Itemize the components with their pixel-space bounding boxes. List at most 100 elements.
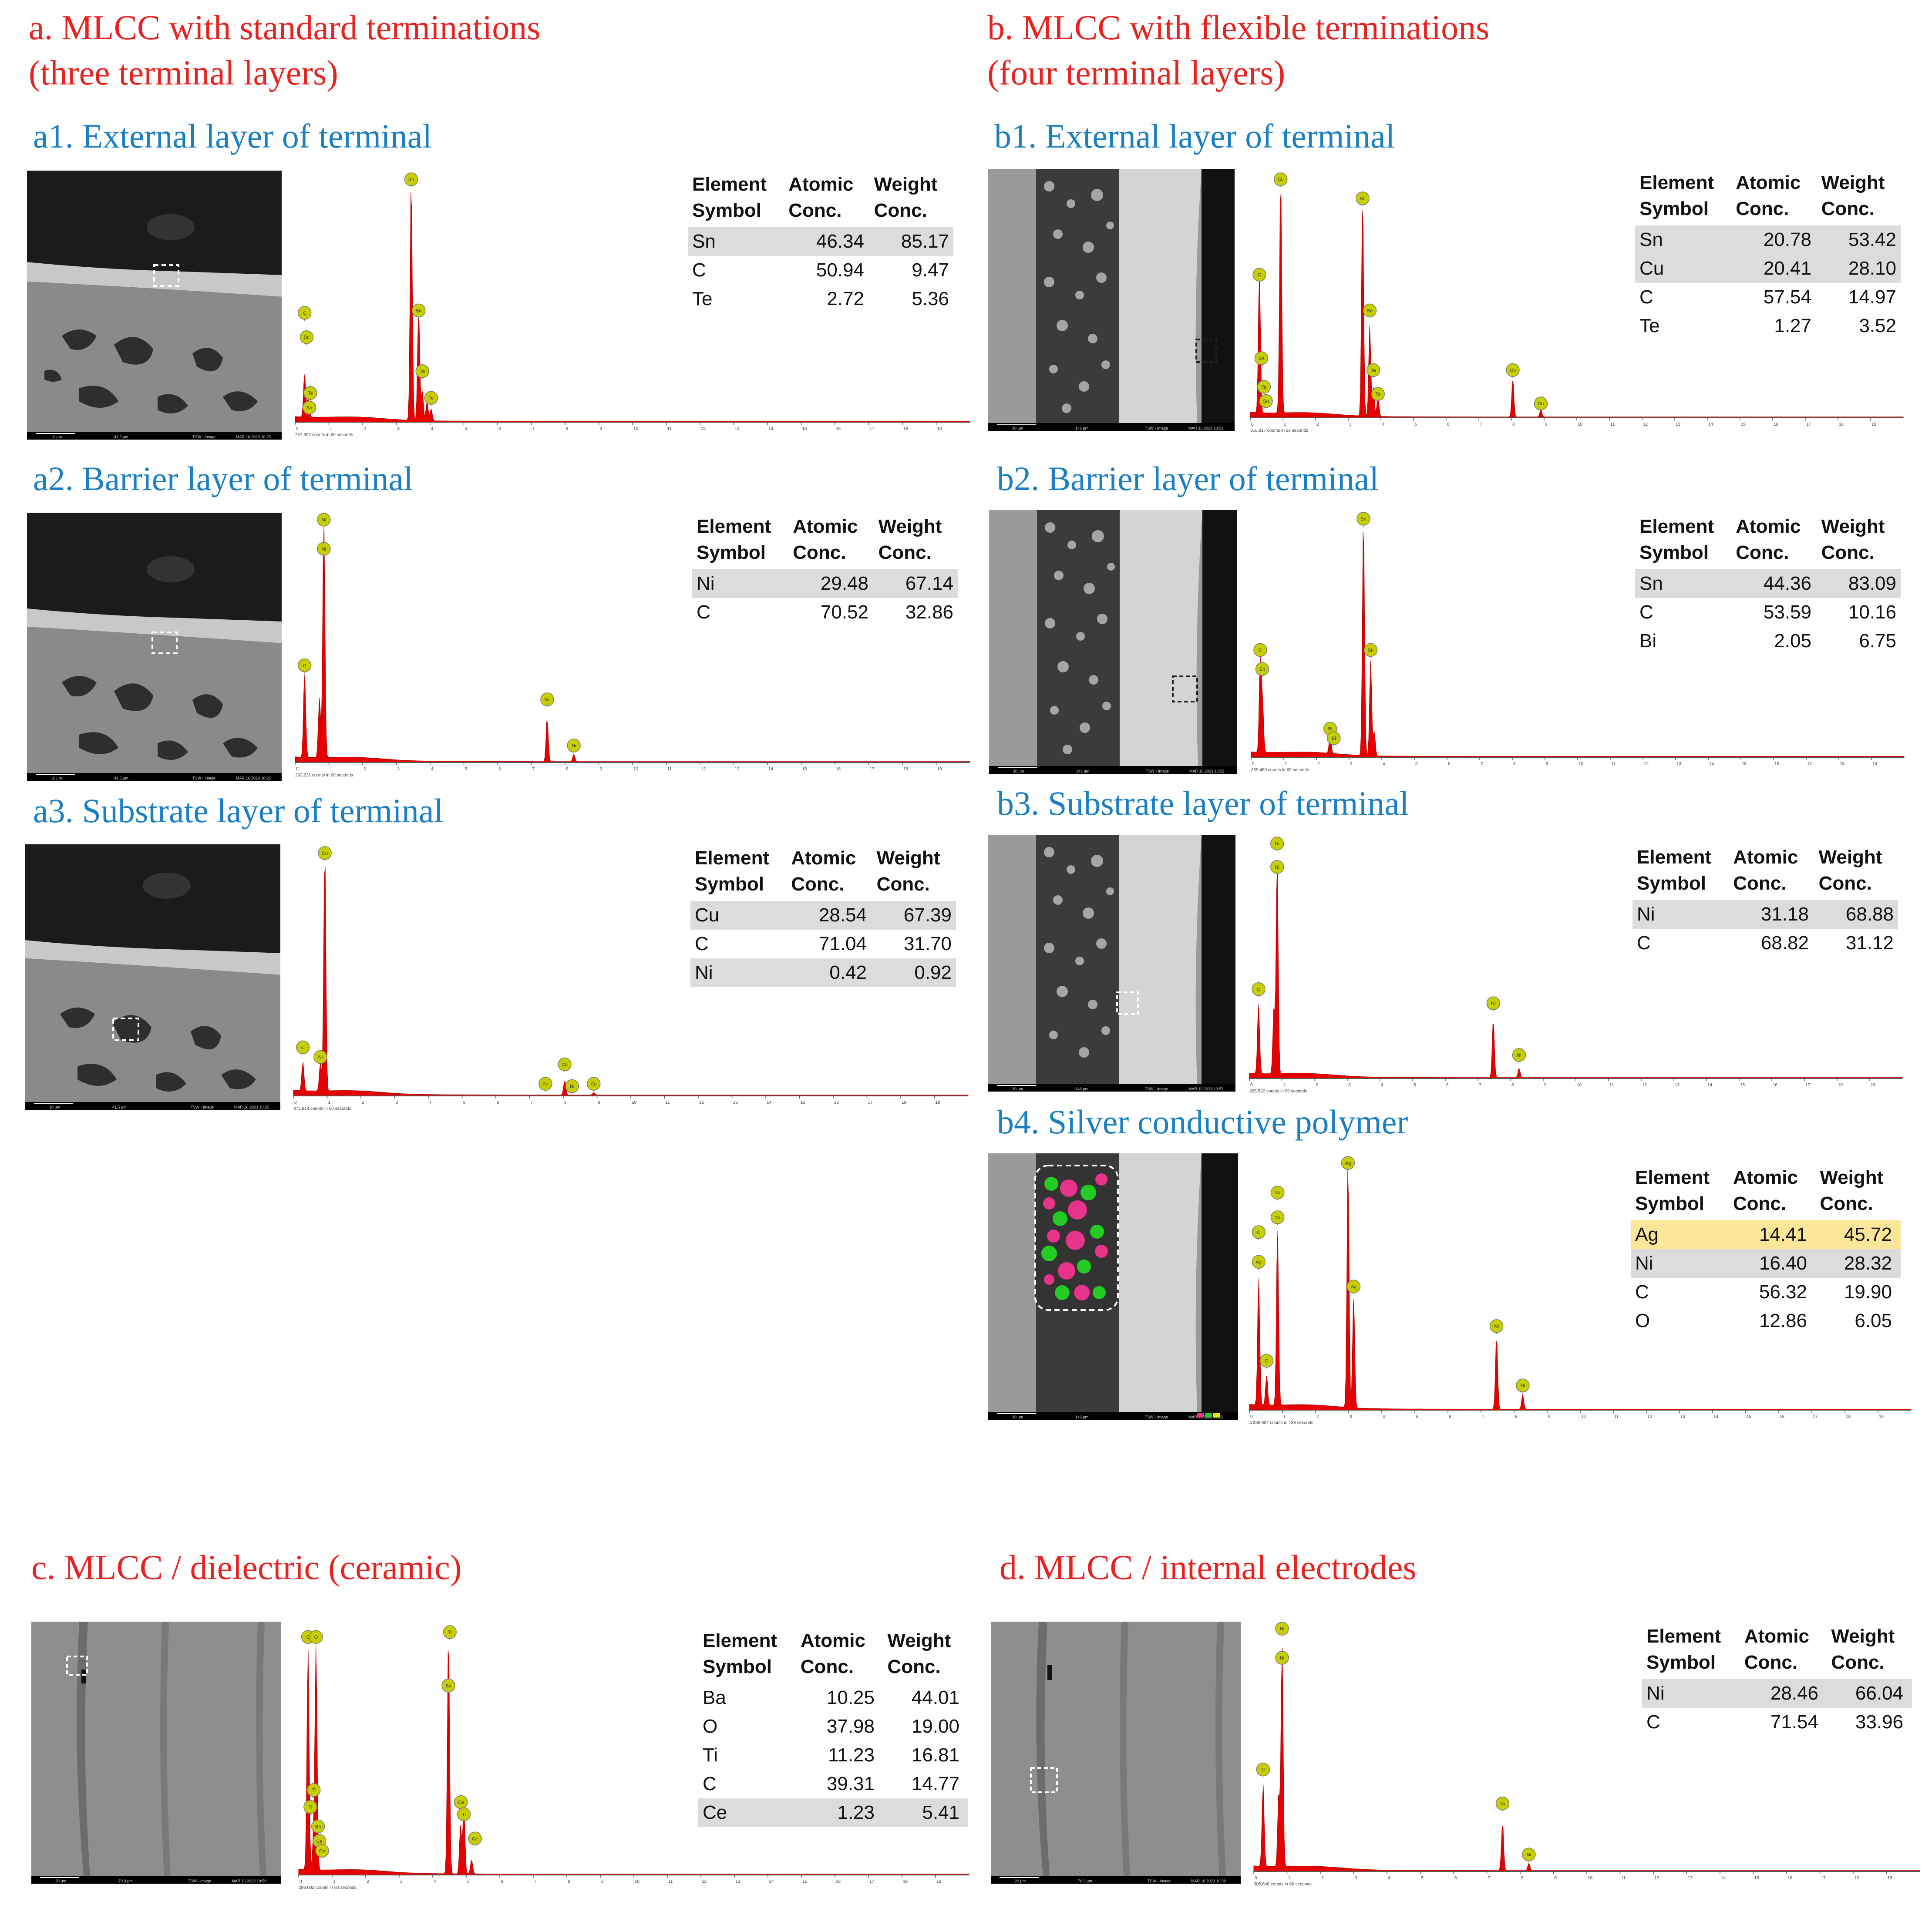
atomic-conc: 37.98 bbox=[826, 1716, 875, 1737]
x-tick-label: 0 bbox=[1250, 1083, 1253, 1088]
x-tick-label: 19 bbox=[1879, 1414, 1884, 1419]
x-tick-label: 12 bbox=[1643, 422, 1648, 427]
weight-conc: 83.09 bbox=[1848, 573, 1896, 594]
weight-conc: 44.01 bbox=[911, 1687, 959, 1708]
peak-marker bbox=[1252, 1255, 1266, 1269]
table-row: Te 1.27 3.52 bbox=[1635, 312, 1901, 340]
spectrum-area bbox=[1251, 531, 1905, 758]
table-row: C 70.52 32.86 bbox=[692, 598, 958, 627]
peak-marker bbox=[1252, 982, 1266, 996]
table-row: C 71.54 33.96 bbox=[1642, 1708, 1912, 1737]
x-tick-label: 2 bbox=[1321, 1876, 1324, 1881]
x-tick-label: 4 bbox=[431, 427, 434, 431]
x-tick-label: 6 bbox=[1454, 1876, 1457, 1881]
peak-marker bbox=[1257, 380, 1271, 394]
counts-label: 257,997 counts in 60 seconds bbox=[295, 433, 353, 437]
peak-marker bbox=[1346, 1280, 1361, 1294]
weight-conc: 45.72 bbox=[1844, 1224, 1892, 1245]
hfw-d: 70.3 µm bbox=[1078, 1879, 1092, 1883]
x-tick-label: 5 bbox=[467, 1879, 470, 1884]
table-row: Cu 20.41 28.10 bbox=[1635, 254, 1901, 283]
peak-marker-label: Sn bbox=[1368, 648, 1373, 653]
x-tick-label: 15 bbox=[1742, 762, 1747, 766]
x-tick-label: 0 bbox=[296, 427, 299, 431]
x-tick-label: 4 bbox=[434, 1879, 436, 1884]
table-header-col1: Element Symbol bbox=[1646, 1626, 1721, 1673]
date-d: MAR 16 2023 10:59 bbox=[1191, 1879, 1226, 1883]
peak-marker-label: O bbox=[1265, 1358, 1269, 1364]
table-header-col1: Element Symbol bbox=[692, 174, 767, 221]
peak-marker bbox=[1252, 1225, 1266, 1239]
weight-conc: 19.90 bbox=[1844, 1281, 1892, 1303]
heading-a: a. MLCC with standard terminations (thre… bbox=[29, 9, 541, 92]
weight-conc: 28.32 bbox=[1844, 1253, 1892, 1274]
atomic-conc: 20.41 bbox=[1763, 258, 1811, 279]
element-symbol: C bbox=[1646, 1711, 1660, 1733]
element-symbol: O bbox=[703, 1716, 718, 1737]
peak-marker bbox=[1255, 662, 1269, 676]
panel-title-b4: b4. Silver conductive polymer bbox=[997, 1103, 1408, 1141]
x-tick-label: 15 bbox=[1754, 1876, 1760, 1881]
peak-marker-label: Ni bbox=[543, 1082, 548, 1087]
peak-marker bbox=[1495, 1797, 1510, 1811]
weight-conc: 3.52 bbox=[1859, 315, 1896, 336]
peak-marker bbox=[1275, 1622, 1289, 1636]
x-tick-label: 3 bbox=[1348, 1083, 1351, 1088]
table-row: C 53.59 10.16 bbox=[1635, 598, 1901, 627]
x-tick-label: 18 bbox=[1846, 1414, 1851, 1419]
panel-title-b1: b1. External layer of terminal bbox=[994, 117, 1395, 155]
x-tick-label: 9 bbox=[1545, 422, 1548, 427]
peak-marker bbox=[1254, 351, 1269, 365]
peak-marker bbox=[411, 303, 426, 318]
x-tick-label: 0 bbox=[294, 1100, 297, 1105]
peak-marker bbox=[540, 692, 554, 706]
peak-marker bbox=[1270, 1186, 1285, 1199]
element-symbol: Ni bbox=[697, 573, 715, 594]
scale-bar-d: 20 µm bbox=[1015, 1879, 1026, 1883]
spectrum-area bbox=[1250, 193, 1904, 418]
scale-bar-a2: 10 µm bbox=[51, 776, 62, 780]
counts-label: 372,814 counts in 60 seconds bbox=[293, 1106, 351, 1111]
x-tick-label: 5 bbox=[1414, 422, 1417, 427]
x-tick-label: 10 bbox=[633, 427, 639, 431]
panel-title-b3: b3. Substrate layer of terminal bbox=[997, 784, 1409, 822]
scale-bar-a3: 10 µm bbox=[49, 1105, 60, 1109]
x-tick-label: 6 bbox=[497, 1100, 499, 1105]
x-tick-label: 19 bbox=[1871, 1083, 1876, 1088]
x-tick-label: 1 bbox=[1283, 1083, 1286, 1088]
weight-conc: 66.04 bbox=[1855, 1683, 1903, 1704]
x-tick-label: 7 bbox=[1481, 762, 1483, 766]
x-tick-label: 10 bbox=[1577, 1083, 1582, 1088]
x-tick-label: 4 bbox=[431, 767, 434, 772]
peak-marker-label: Ce bbox=[319, 1848, 325, 1854]
peak-marker-label: Te bbox=[308, 391, 313, 396]
peak-marker-label: Sn bbox=[1263, 399, 1269, 404]
date-b3: MAR 16 2023 10:52 bbox=[1188, 1087, 1223, 1091]
x-tick-label: 13 bbox=[1680, 1414, 1686, 1419]
x-tick-label: 11 bbox=[1609, 1083, 1614, 1088]
scale-bar-c: 20 µm bbox=[55, 1879, 66, 1883]
atomic-conc: 57.54 bbox=[1763, 286, 1811, 308]
x-tick-label: 3 bbox=[1349, 422, 1352, 427]
weight-conc: 33.96 bbox=[1855, 1711, 1903, 1733]
x-tick-label: 15 bbox=[1741, 422, 1746, 427]
peak-marker bbox=[1486, 996, 1500, 1010]
x-tick-label: 8 bbox=[1515, 1414, 1518, 1419]
mode-a3: TSW - Image bbox=[191, 1105, 214, 1109]
element-symbol: Sn bbox=[1639, 573, 1663, 594]
sem-image-d: 20 µm 70.3 µm TSW - Image MAR 16 2023 10… bbox=[991, 1622, 1241, 1884]
counts-label: 292,231 counts in 60 seconds bbox=[295, 773, 353, 778]
counts-label: 295,522 counts in 60 seconds bbox=[1249, 1089, 1307, 1094]
table-header-col2: Atomic Conc. bbox=[1736, 516, 1801, 563]
table-header-col3: Weight Conc. bbox=[874, 174, 938, 221]
x-tick-label: 12 bbox=[1654, 1876, 1659, 1881]
spectrum-area bbox=[1249, 1169, 1912, 1411]
x-tick-label: 18 bbox=[1839, 422, 1844, 427]
x-tick-label: 7 bbox=[534, 1879, 537, 1884]
x-tick-label: 6 bbox=[498, 767, 501, 772]
scale-bar-b1: 30 µm bbox=[1012, 426, 1023, 430]
peak-marker-label: Ni bbox=[322, 547, 326, 552]
table-row: Ni 16.40 28.32 bbox=[1631, 1249, 1901, 1278]
